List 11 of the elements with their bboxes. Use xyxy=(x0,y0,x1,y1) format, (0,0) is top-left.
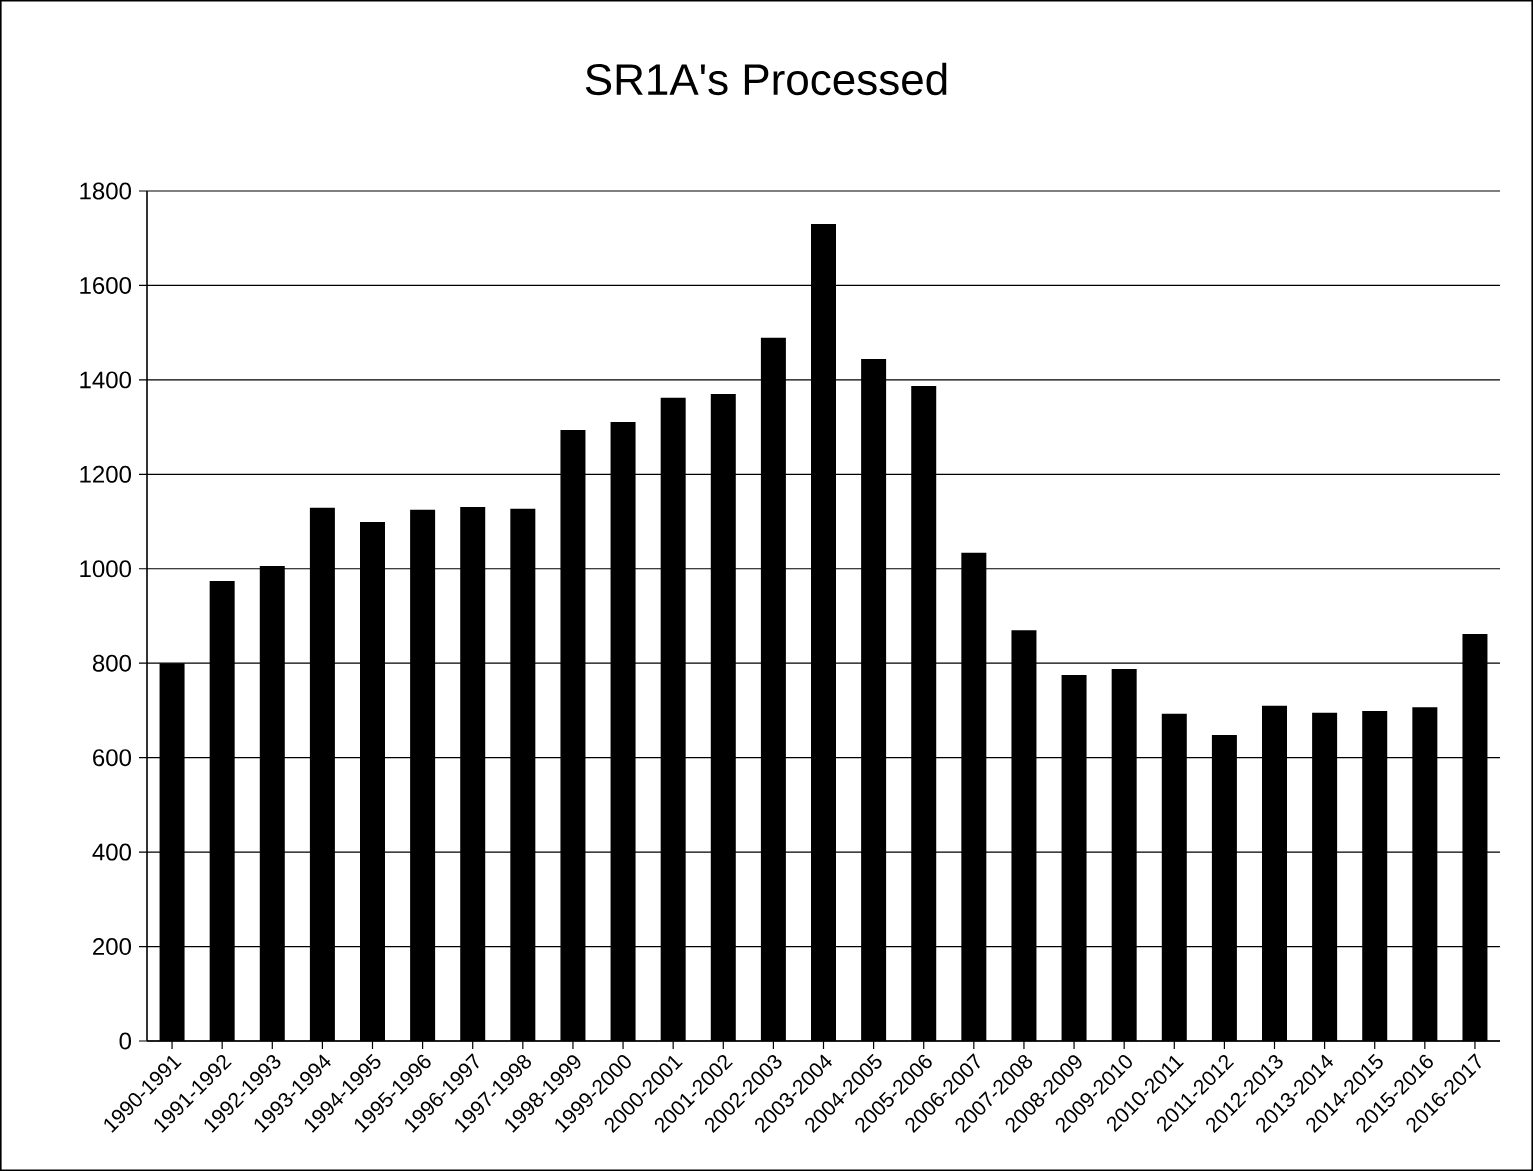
y-tick-label: 200 xyxy=(93,938,131,956)
y-tick-label: 1600 xyxy=(80,276,131,294)
y-tick-label: 1000 xyxy=(80,560,131,578)
chart-title: SR1A's Processed xyxy=(585,62,947,96)
y-tick-label: 600 xyxy=(93,749,131,767)
y-tick-label: 1400 xyxy=(80,371,131,389)
y-tick-label: 0 xyxy=(119,1032,132,1050)
y-tick-label: 1200 xyxy=(80,465,131,483)
y-tick-label: 400 xyxy=(92,843,131,861)
y-tick-label: 800 xyxy=(92,654,131,672)
y-tick-label: 1800 xyxy=(80,182,131,200)
